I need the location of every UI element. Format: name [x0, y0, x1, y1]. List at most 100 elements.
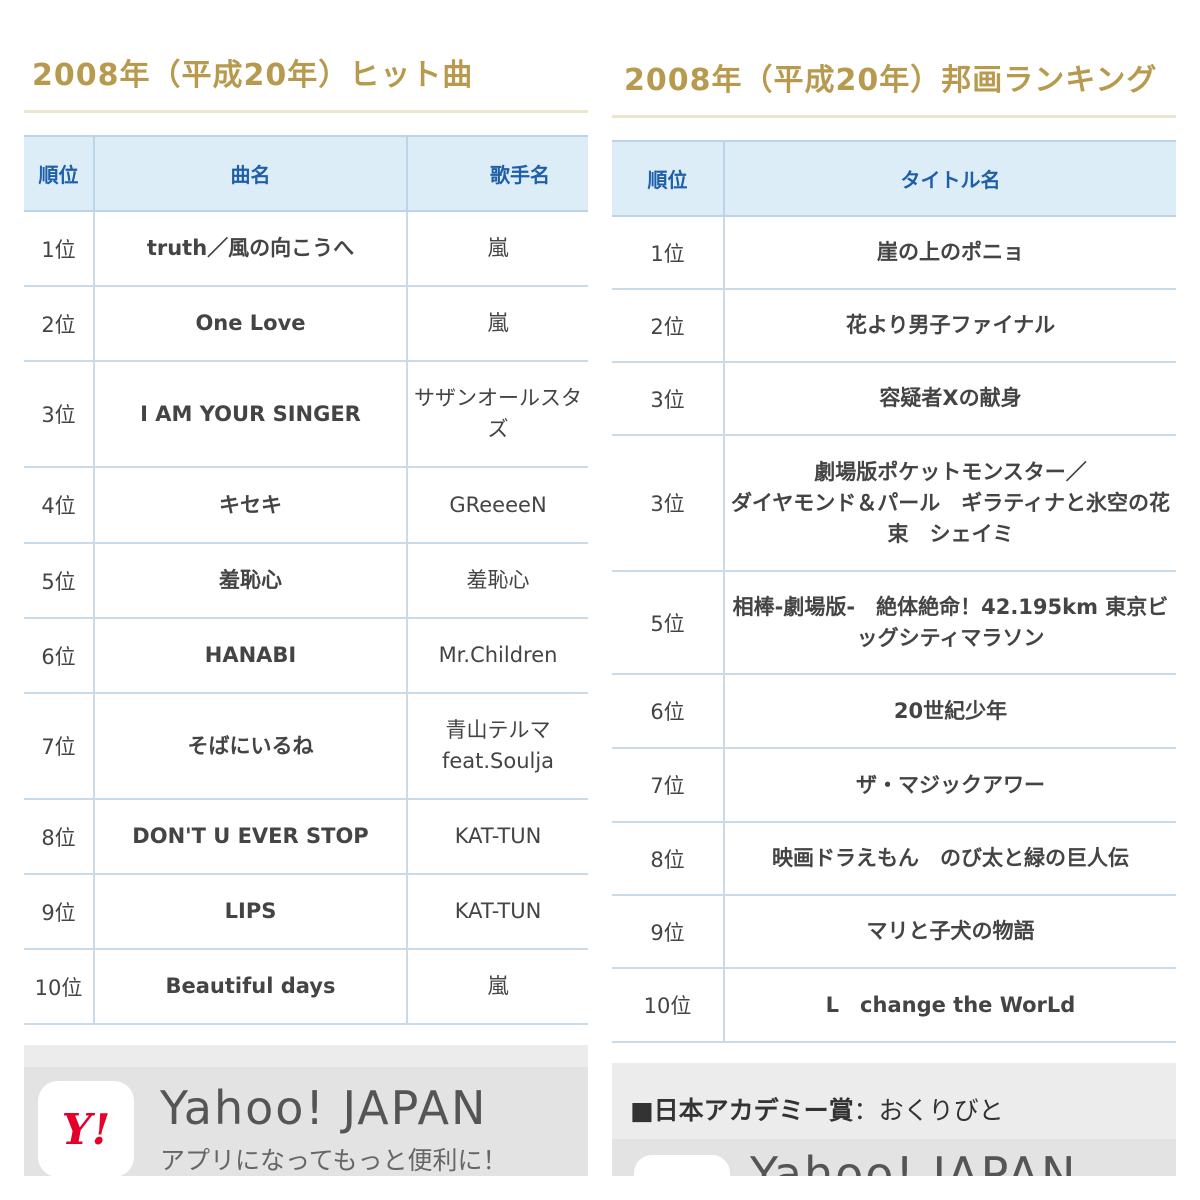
rank-cell: 4位 — [24, 467, 95, 544]
film-link[interactable]: 崖の上のポニョ — [877, 240, 1024, 264]
table-row: 4位 キセキ GReeeeN — [24, 467, 588, 544]
rank-cell: 3位 — [612, 435, 725, 572]
rank-cell: 1位 — [612, 216, 725, 290]
artist-cell: Mr.Children — [407, 618, 588, 694]
table-row: 10位 Beautiful days 嵐 — [24, 949, 588, 1025]
column-header-rank: 順位 — [24, 135, 95, 212]
banner-tagline: アプリになってもっと便利に！ — [160, 1146, 508, 1175]
song-cell: LIPS — [94, 874, 408, 950]
film-link[interactable]: L change the WorLd — [825, 992, 1076, 1017]
rank-cell: 2位 — [24, 286, 95, 362]
song-link[interactable]: I AM YOUR SINGER — [140, 401, 361, 426]
film-cell: 映画ドラえもん のび太と緑の巨人伝 — [724, 822, 1176, 896]
table-row: 1位 truth／風の向こうへ 嵐 — [24, 211, 588, 287]
rank-cell: 6位 — [24, 618, 95, 694]
artist-line: 青山テルマ — [445, 718, 551, 742]
film-title-line: ッグシティマラソン — [856, 625, 1045, 650]
table-row: 8位 映画ドラえもん のび太と緑の巨人伝 — [612, 822, 1176, 896]
song-cell: truth／風の向こうへ — [94, 211, 408, 287]
banner-app-name: Yahoo! JAPAN — [160, 1081, 488, 1135]
song-link[interactable]: キセキ — [219, 492, 282, 517]
table-header-row: 順位 曲名 歌手名 — [24, 135, 588, 212]
rank-cell: 7位 — [24, 693, 95, 800]
film-title-line: 劇場版ポケットモンスター／ — [814, 459, 1087, 484]
rank-cell: 6位 — [612, 674, 725, 749]
column-header-title: タイトル名 — [724, 140, 1176, 217]
film-cell: 20世紀少年 — [724, 674, 1176, 749]
yahoo-logo-icon — [634, 1155, 730, 1176]
academy-award-line: ■日本アカデミー賞：おくりびと — [630, 1091, 1004, 1127]
film-link[interactable]: 映画ドラえもん のび太と緑の巨人伝 — [772, 846, 1129, 870]
film-ranking-panel: 2008年（平成20年）邦画ランキング 順位 タイトル名 1位 崖の上のポニョ … — [600, 0, 1200, 1200]
song-link[interactable]: One Love — [195, 311, 306, 335]
artist-cell: KAT-TUN — [407, 799, 588, 875]
artist-cell: 嵐 — [407, 286, 588, 362]
song-link[interactable]: truth／風の向こうへ — [146, 236, 355, 260]
rank-cell: 9位 — [612, 895, 725, 969]
hit-songs-table: 順位 曲名 歌手名 1位 truth／風の向こうへ 嵐 2位 One Love … — [24, 135, 588, 1025]
academy-separator: ： — [853, 1096, 879, 1125]
song-link[interactable]: Beautiful days — [165, 974, 336, 998]
artist-line: サザンオールスタ — [414, 386, 582, 410]
table-row: 3位 I AM YOUR SINGER サザンオールスタ ズ — [24, 361, 588, 468]
film-cell: 崖の上のポニョ — [724, 216, 1176, 290]
rank-cell: 10位 — [612, 968, 725, 1043]
rank-cell: 3位 — [24, 361, 95, 468]
table-row: 10位 L change the WorLd — [612, 968, 1176, 1043]
song-link[interactable]: そばにいるね — [187, 733, 314, 758]
rank-cell: 5位 — [24, 543, 95, 619]
film-link[interactable]: マリと子犬の物語 — [866, 919, 1035, 943]
film-cell: L change the WorLd — [724, 968, 1176, 1043]
rank-cell: 8位 — [612, 822, 725, 896]
song-cell: キセキ — [94, 467, 408, 544]
film-ranking-table: 順位 タイトル名 1位 崖の上のポニョ 2位 花より男子ファイナル 3位 容疑者… — [612, 140, 1176, 1043]
column-header-song: 曲名 — [94, 135, 408, 212]
artist-cell: サザンオールスタ ズ — [407, 361, 588, 468]
song-cell: I AM YOUR SINGER — [94, 361, 408, 468]
rank-cell: 3位 — [612, 362, 725, 436]
song-cell: One Love — [94, 286, 408, 362]
film-cell: 容疑者Xの献身 — [724, 362, 1176, 436]
table-row: 8位 DON'T U EVER STOP KAT-TUN — [24, 799, 588, 875]
film-cell[interactable]: 相棒-劇場版- 絶体絶命！42.195km 東京ビ ッグシティマラソン — [724, 571, 1176, 675]
table-row: 6位 20世紀少年 — [612, 674, 1176, 749]
page-title: 2008年（平成20年）邦画ランキング — [624, 63, 1158, 98]
film-link[interactable]: 花より男子ファイナル — [845, 313, 1056, 337]
yahoo-app-banner[interactable]: Y! Yahoo! JAPAN アプリになってもっと便利に！ — [24, 1045, 588, 1176]
table-row: 5位 羞恥心 羞恥心 — [24, 543, 588, 619]
film-link[interactable]: 容疑者Xの献身 — [879, 386, 1022, 410]
song-link[interactable]: HANABI — [204, 643, 297, 667]
artist-cell: GReeeeN — [407, 467, 588, 544]
artist-cell: 青山テルマ feat.Soulja — [407, 693, 588, 800]
table-row: 5位 相棒-劇場版- 絶体絶命！42.195km 東京ビ ッグシティマラソン — [612, 571, 1176, 675]
film-title-line: 相棒-劇場版- 絶体絶命！42.195km 東京ビ — [732, 594, 1169, 619]
hit-songs-panel: 2008年（平成20年）ヒット曲 順位 曲名 歌手名 1位 truth／風の向こ… — [24, 58, 588, 1176]
table-row: 7位 そばにいるね 青山テルマ feat.Soulja — [24, 693, 588, 800]
title-divider — [24, 110, 588, 113]
artist-cell: 羞恥心 — [407, 543, 588, 619]
table-row: 9位 LIPS KAT-TUN — [24, 874, 588, 950]
song-cell: HANABI — [94, 618, 408, 694]
academy-winner: おくりびと — [878, 1096, 1004, 1125]
song-link[interactable]: 羞恥心 — [219, 568, 282, 592]
title-divider — [612, 115, 1176, 118]
column-header-rank: 順位 — [612, 140, 725, 217]
table-row: 3位 容疑者Xの献身 — [612, 362, 1176, 436]
artist-cell: 嵐 — [407, 949, 588, 1025]
film-cell: マリと子犬の物語 — [724, 895, 1176, 969]
artist-line: feat.Soulja — [441, 749, 555, 773]
film-cell[interactable]: 劇場版ポケットモンスター／ ダイヤモンド＆パール ギラティナと氷空の花 束 シェ… — [724, 435, 1176, 572]
banner-app-name: Yahoo! JAPAN — [750, 1147, 1078, 1176]
yahoo-logo-icon: Y! — [38, 1081, 134, 1176]
song-cell: 羞恥心 — [94, 543, 408, 619]
table-row: 3位 劇場版ポケットモンスター／ ダイヤモンド＆パール ギラティナと氷空の花 束… — [612, 435, 1176, 572]
table-header-row: 順位 タイトル名 — [612, 140, 1176, 217]
song-link[interactable]: DON'T U EVER STOP — [132, 824, 369, 848]
rank-cell: 8位 — [24, 799, 95, 875]
rank-cell: 7位 — [612, 748, 725, 823]
artist-cell: 嵐 — [407, 211, 588, 287]
academy-label: ■日本アカデミー賞 — [630, 1096, 854, 1125]
film-link[interactable]: 20世紀少年 — [893, 698, 1008, 723]
film-link[interactable]: ザ・マジックアワー — [856, 772, 1045, 797]
song-link[interactable]: LIPS — [224, 899, 277, 923]
